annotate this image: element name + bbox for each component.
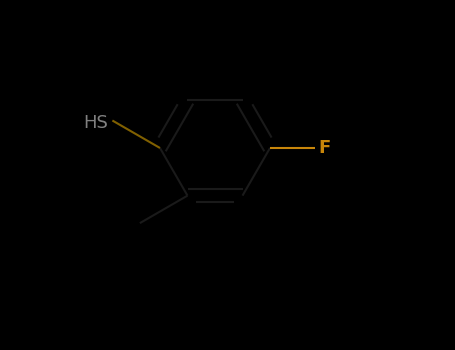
Text: F: F — [318, 139, 330, 157]
Text: HS: HS — [84, 114, 108, 133]
